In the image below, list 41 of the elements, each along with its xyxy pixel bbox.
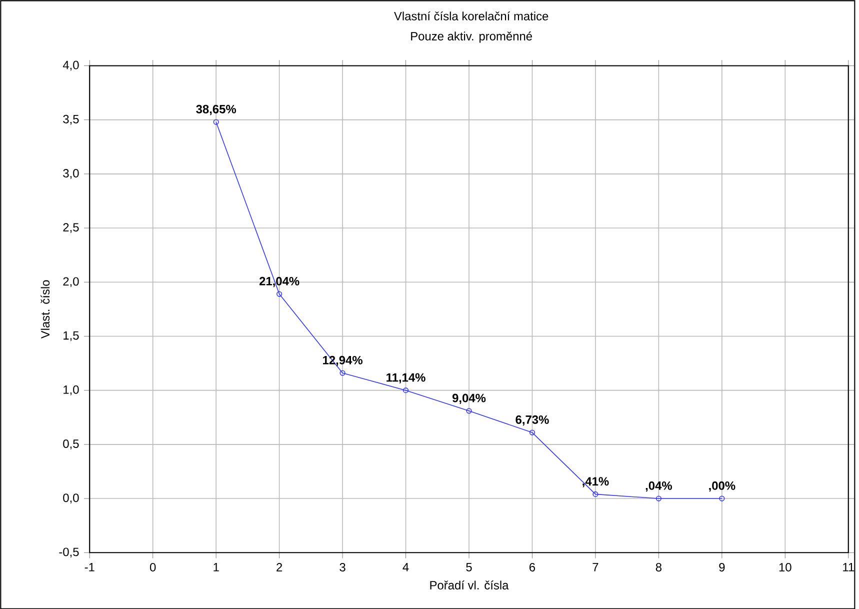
x-tick-label: 1 (214, 562, 219, 572)
x-tick-label: 10 (779, 562, 792, 572)
y-tick-label: -0,5 (59, 548, 79, 558)
y-tick-label: 0,5 (63, 439, 79, 450)
point (340, 370, 346, 376)
x-tick-label: 7 (592, 562, 598, 572)
point (276, 291, 282, 297)
point (656, 496, 662, 502)
x-tick-label: 8 (656, 562, 662, 572)
x-tick-label: 2 (276, 562, 282, 572)
x-tick-label: 9 (719, 562, 725, 572)
y-tick-label: 3,0 (63, 168, 79, 179)
annotation: 6,73% (516, 415, 549, 426)
chart-subtitle: Pouze aktiv. proměnné (411, 31, 532, 43)
x-tick-label: 4 (402, 562, 409, 572)
y-tick-label: 3,5 (63, 114, 79, 125)
y-axis-title: Vlast. číslo (40, 280, 50, 338)
y-tick-label: 2,0 (63, 277, 79, 287)
x-tick-label: 3 (340, 562, 346, 572)
annotation: 38,65% (196, 104, 236, 115)
x-tick-label: 11 (843, 562, 854, 572)
point (466, 408, 472, 414)
y-tick-label: 1,5 (64, 331, 79, 341)
x-tick-label: -1 (84, 562, 94, 572)
x-tick-label: 5 (466, 562, 472, 572)
annotation: ,00% (709, 481, 736, 492)
annotation: 11,14% (386, 373, 426, 384)
y-tick-label: 4,0 (62, 60, 79, 70)
annotation: ,41% (582, 476, 609, 488)
x-tick-label: 0 (150, 562, 156, 572)
x-tick-label: 6 (530, 562, 536, 572)
point (402, 387, 409, 393)
annotation: 9,04% (452, 394, 486, 404)
point (529, 430, 536, 436)
x-axis-title: Pořadí vl. čísla (430, 580, 509, 590)
point (592, 491, 598, 497)
y-tick-label: 1,0 (64, 385, 79, 396)
annotation: ,04% (646, 481, 672, 492)
chart-title: Vlastní čísla korelační matice (394, 11, 548, 20)
y-tick-label: 2,5 (63, 222, 79, 233)
y-tick-label: 0,0 (63, 493, 79, 504)
